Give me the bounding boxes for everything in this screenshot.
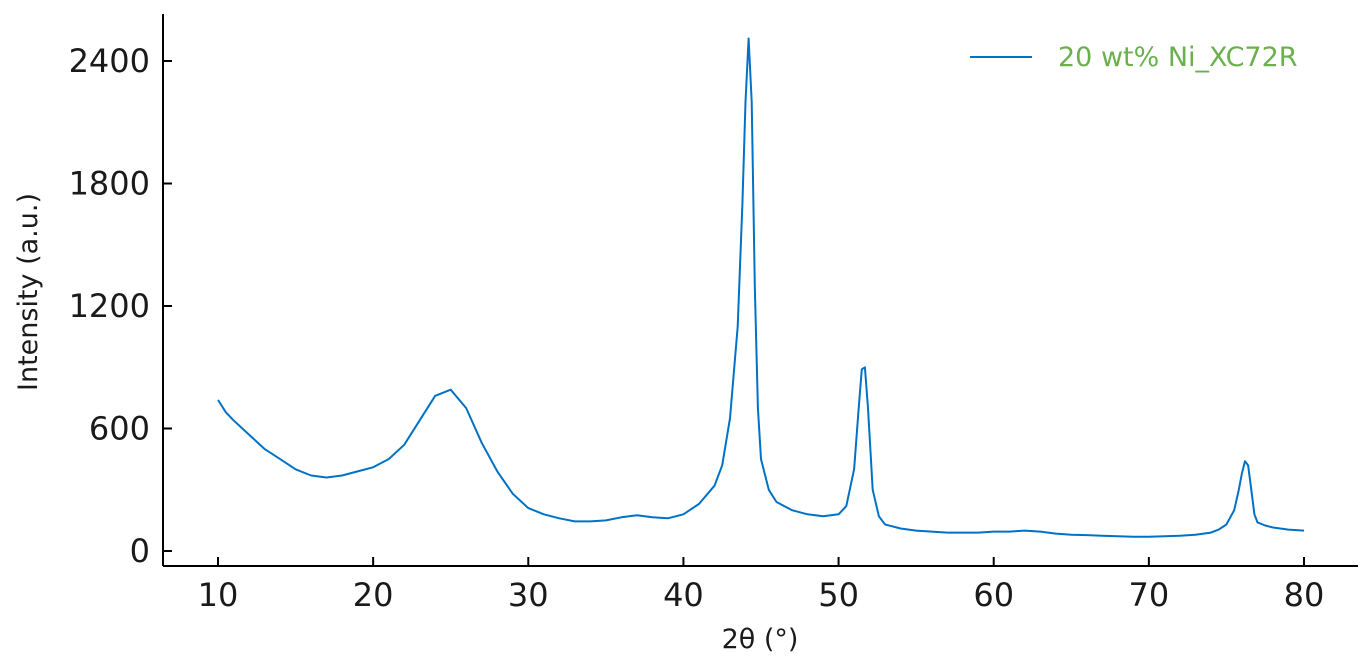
y-tick-label: 600 — [89, 410, 150, 448]
series-line — [218, 39, 1304, 537]
legend-label: 20 wt% Ni_XC72R — [1058, 42, 1298, 73]
y-tick-label: 1200 — [69, 287, 150, 325]
y-axis-label: Intensity (a.u.) — [13, 193, 44, 391]
legend: 20 wt% Ni_XC72R — [970, 42, 1298, 73]
x-tick-label: 40 — [663, 576, 704, 614]
x-tick-label: 70 — [1128, 576, 1169, 614]
y-tick-label: 1800 — [69, 165, 150, 203]
x-tick-label: 50 — [818, 576, 859, 614]
x-tick-label: 80 — [1284, 576, 1325, 614]
x-tick-label: 60 — [973, 576, 1014, 614]
y-tick-label: 0 — [130, 532, 150, 570]
y-tick-label: 2400 — [69, 42, 150, 80]
x-tick-label: 30 — [508, 576, 549, 614]
x-tick-label: 20 — [353, 576, 394, 614]
x-axis-label: 2θ (°) — [722, 624, 799, 655]
y-axis-ticks: 0 600 1200 1800 2400 — [69, 42, 172, 570]
x-tick-label: 10 — [198, 576, 239, 614]
